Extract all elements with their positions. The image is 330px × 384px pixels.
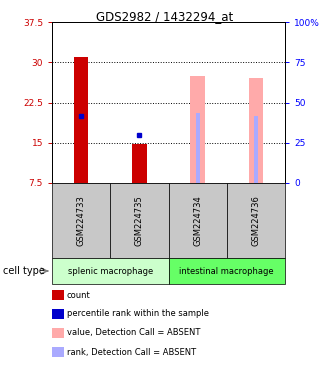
- Text: cell type: cell type: [3, 266, 45, 276]
- Bar: [248, 78, 263, 183]
- Bar: [196, 113, 200, 183]
- Text: intestinal macrophage: intestinal macrophage: [180, 266, 274, 275]
- Bar: [254, 116, 258, 183]
- Text: GSM224735: GSM224735: [135, 195, 144, 246]
- Bar: [74, 57, 88, 183]
- Bar: [190, 76, 205, 183]
- Text: count: count: [67, 291, 91, 300]
- Text: rank, Detection Call = ABSENT: rank, Detection Call = ABSENT: [67, 348, 196, 356]
- Bar: [132, 144, 147, 183]
- Text: GSM224734: GSM224734: [193, 195, 202, 246]
- Text: splenic macrophage: splenic macrophage: [68, 266, 153, 275]
- Text: value, Detection Call = ABSENT: value, Detection Call = ABSENT: [67, 328, 200, 338]
- Text: GSM224733: GSM224733: [77, 195, 85, 246]
- Text: GDS2982 / 1432294_at: GDS2982 / 1432294_at: [96, 10, 234, 23]
- Text: percentile rank within the sample: percentile rank within the sample: [67, 310, 209, 318]
- Text: GSM224736: GSM224736: [251, 195, 260, 246]
